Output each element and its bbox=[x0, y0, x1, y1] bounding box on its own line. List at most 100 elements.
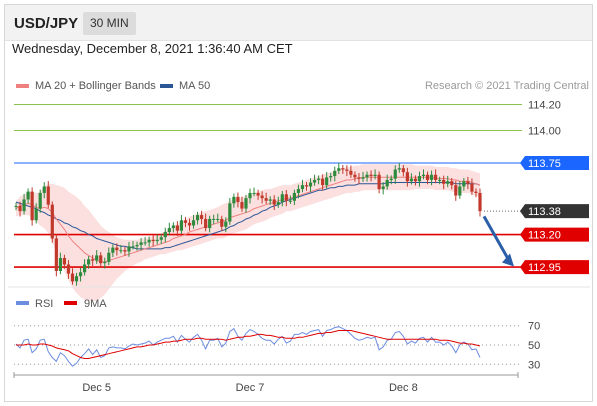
candle-body bbox=[300, 185, 305, 190]
candle-body bbox=[478, 192, 482, 212]
candle-body bbox=[216, 218, 220, 220]
candle-body bbox=[62, 257, 67, 265]
candle-body bbox=[159, 237, 163, 240]
candle-body bbox=[454, 185, 458, 196]
price-tag-label: 113.20 bbox=[528, 230, 561, 242]
candle-body bbox=[240, 202, 244, 209]
chart-frame: USD/JPY 30 MIN bbox=[4, 4, 593, 402]
candle-body bbox=[329, 176, 333, 178]
candle-body bbox=[438, 179, 442, 181]
candle-body bbox=[232, 196, 236, 204]
candle-body bbox=[389, 178, 393, 180]
candle-body bbox=[171, 225, 175, 229]
rsi-tick-label: 30 bbox=[528, 359, 540, 371]
candle-body bbox=[308, 182, 313, 187]
candle-body bbox=[195, 215, 200, 221]
candle-body bbox=[317, 178, 321, 180]
candle-body bbox=[115, 247, 119, 251]
candle-body bbox=[361, 177, 365, 179]
candle-body bbox=[409, 178, 414, 182]
candle-body bbox=[46, 186, 50, 205]
candle-body bbox=[264, 198, 268, 201]
candle-body bbox=[276, 202, 280, 205]
rsi-ma-legend-label: 9MA bbox=[84, 298, 107, 310]
chart-datetime: Wednesday, December 8, 2021 1:36:40 AM C… bbox=[12, 41, 293, 56]
projection-arrow-head bbox=[502, 253, 514, 267]
candle-body bbox=[18, 205, 22, 212]
ma20-legend-label: MA 20 + Bollinger Bands bbox=[35, 80, 156, 92]
candle-body bbox=[127, 246, 131, 252]
candle-body bbox=[373, 174, 377, 177]
candle-body bbox=[357, 177, 361, 179]
rsi-tick-label: 70 bbox=[528, 321, 540, 333]
candle-body bbox=[450, 181, 454, 186]
candle-body bbox=[405, 172, 409, 182]
candle-body bbox=[462, 181, 466, 187]
candle-body bbox=[353, 174, 357, 178]
candle-body bbox=[446, 181, 450, 184]
candle-body bbox=[38, 192, 42, 209]
candle-body bbox=[42, 186, 46, 193]
ma50-legend-label: MA 50 bbox=[179, 80, 211, 92]
candle-body bbox=[248, 192, 252, 199]
candle-body bbox=[14, 205, 18, 207]
candle-body bbox=[95, 255, 99, 261]
price-tag-support bbox=[520, 227, 589, 242]
candle-body bbox=[50, 204, 54, 239]
x-tick-label: Dec 7 bbox=[236, 382, 265, 394]
candle-body bbox=[151, 239, 155, 242]
candle-body bbox=[421, 174, 426, 177]
candle-body bbox=[111, 247, 115, 253]
candle-body bbox=[377, 174, 381, 190]
candle-body bbox=[252, 192, 256, 194]
candle-body bbox=[333, 170, 337, 177]
candle-body bbox=[474, 191, 478, 193]
candle-body bbox=[167, 228, 171, 232]
candle-body bbox=[256, 192, 260, 196]
candle-body bbox=[220, 218, 224, 227]
symbol-title: USD/JPY bbox=[14, 15, 79, 32]
candle-body bbox=[78, 272, 83, 277]
candle-body bbox=[204, 218, 208, 229]
price-tag-label: 113.38 bbox=[528, 206, 561, 218]
candle-body bbox=[187, 222, 192, 226]
candle-body bbox=[401, 168, 405, 173]
rsi-ma-line bbox=[16, 330, 481, 359]
candle-body bbox=[99, 255, 103, 264]
rsi-line bbox=[15, 326, 481, 367]
candle-body bbox=[175, 225, 179, 231]
candle-body bbox=[22, 199, 26, 212]
candle-body bbox=[228, 203, 232, 222]
candle-body bbox=[82, 264, 87, 273]
candle-body bbox=[458, 186, 462, 196]
candle-body bbox=[284, 194, 288, 201]
legend-ma20: MA 20 + Bollinger Bands bbox=[16, 80, 156, 92]
candle-body bbox=[292, 192, 296, 201]
timeframe-button[interactable]: 30 MIN bbox=[83, 12, 136, 35]
candle-body bbox=[349, 170, 353, 175]
chart-header: USD/JPY 30 MIN bbox=[5, 5, 592, 41]
ma50-line bbox=[15, 182, 481, 250]
candle-body bbox=[200, 215, 204, 219]
price-tag-pivot bbox=[520, 156, 589, 171]
candle-body bbox=[58, 257, 62, 271]
price-tag-label: 112.95 bbox=[528, 262, 561, 274]
candle-body bbox=[470, 183, 474, 192]
candle-body bbox=[179, 220, 184, 231]
candle-body bbox=[70, 273, 75, 282]
candles bbox=[14, 162, 482, 286]
price-tag-last bbox=[520, 204, 589, 219]
x-tick-label: Dec 8 bbox=[389, 382, 418, 394]
candle-body bbox=[304, 185, 309, 187]
candle-body bbox=[34, 208, 38, 221]
legend-ma50: MA 50 bbox=[160, 80, 210, 92]
rsi-ma-swatch bbox=[64, 301, 77, 305]
candle-body bbox=[397, 168, 401, 170]
candle-body bbox=[429, 174, 434, 180]
candle-body bbox=[87, 259, 91, 265]
rsi-legend-label: RSI bbox=[35, 298, 53, 310]
candle-body bbox=[212, 218, 216, 220]
candle-body bbox=[272, 199, 276, 205]
price-tag-label: 114.20 bbox=[528, 100, 561, 112]
